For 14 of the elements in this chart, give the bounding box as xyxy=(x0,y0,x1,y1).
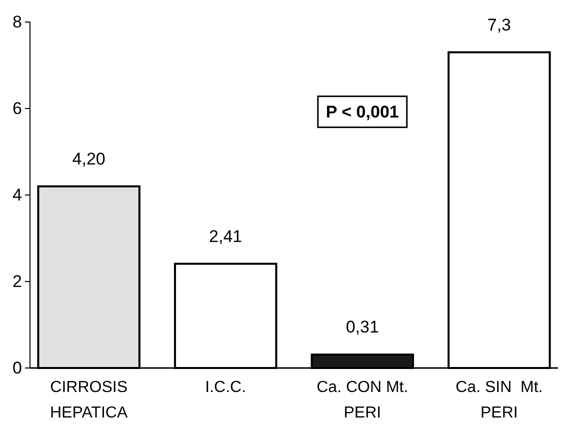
x-tick-label: Ca. SIN Mt. PERI xyxy=(456,379,543,422)
annotation: P < 0,001 xyxy=(326,102,399,122)
y-tick-label: 0 xyxy=(12,358,22,378)
x-tick-label: Ca. CON Mt. PERI xyxy=(316,379,408,422)
data-label: 0,31 xyxy=(346,318,379,337)
y-tick-label: 6 xyxy=(12,98,22,118)
y-tick-label: 2 xyxy=(12,272,22,291)
data-label: 2,41 xyxy=(209,226,242,246)
x-tick-label: I.C.C. xyxy=(205,379,246,396)
y-tick-label: 4 xyxy=(12,185,22,204)
y-tick-label: 8 xyxy=(12,12,22,32)
data-label: 7,3 xyxy=(487,15,511,34)
data-label: 4,20 xyxy=(72,149,106,168)
x-tick-label: CIRROSIS HEPATICA xyxy=(50,379,128,422)
